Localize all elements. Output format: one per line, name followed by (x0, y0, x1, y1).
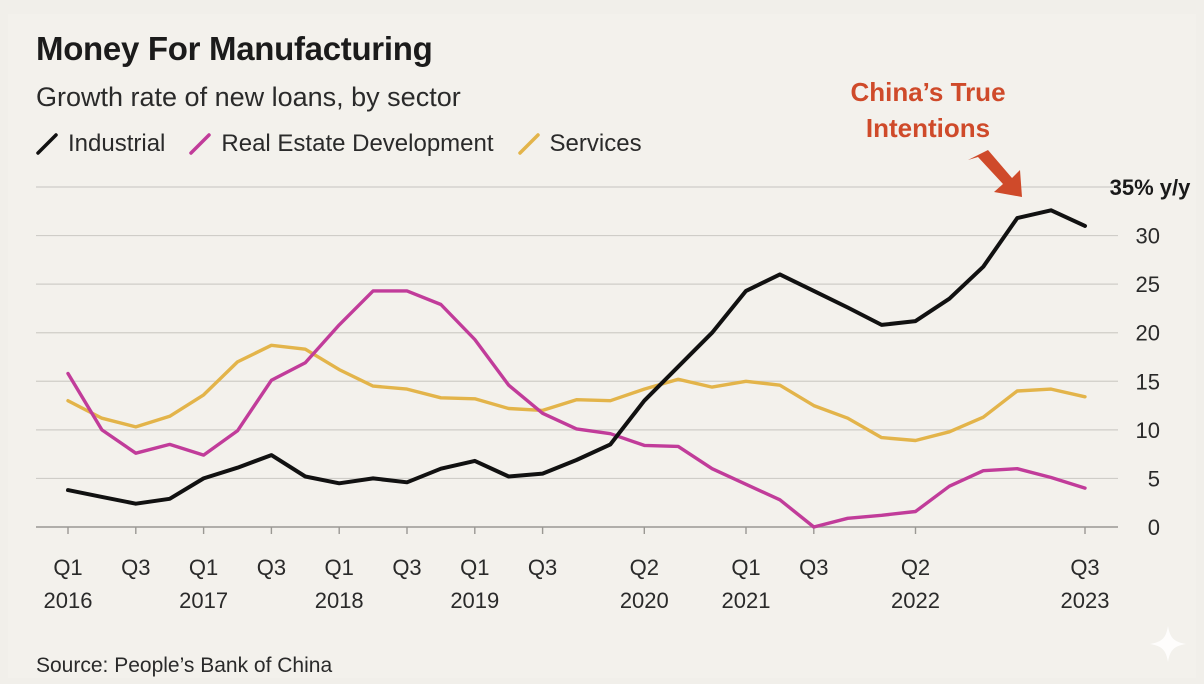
legend-swatch-services (517, 133, 540, 155)
legend-item-real-estate: Real Estate Development (189, 130, 494, 158)
chart-card (8, 14, 1196, 678)
x-tick-label-quarter: Q1 (460, 555, 489, 580)
series-line-services (66, 343, 1087, 443)
legend-swatch-real-estate (189, 133, 212, 155)
x-tick-label-year: 2017 (179, 588, 228, 613)
y-tick-label: 30 (1136, 224, 1160, 249)
y-tick-label: 10 (1136, 418, 1160, 443)
sparkle-icon (1150, 626, 1186, 662)
y-tick-label: 5 (1148, 466, 1160, 491)
source-note: Source: People’s Bank of China (36, 654, 333, 677)
x-tick-label-quarter: Q3 (799, 555, 828, 580)
x-tick-label-year: 2019 (450, 588, 499, 613)
grid-lines (36, 186, 1118, 528)
annotation-arrow-icon (968, 150, 1022, 197)
x-tick-label-quarter: Q3 (257, 555, 286, 580)
x-tick-label-year: 2018 (315, 588, 364, 613)
x-tick-label-year: 2020 (620, 588, 669, 613)
y-tick-label: 25 (1136, 272, 1160, 297)
x-tick-label-quarter: Q3 (528, 555, 557, 580)
x-tick-label-quarter: Q3 (121, 555, 150, 580)
legend-label-real-estate: Real Estate Development (221, 130, 494, 157)
x-tick-label-quarter: Q3 (1070, 555, 1099, 580)
chart-title: Money For Manufacturing (36, 30, 433, 67)
annotation-line-2: Intentions (865, 113, 991, 143)
chart-subtitle: Growth rate of new loans, by sector (36, 82, 461, 112)
x-tick-label-quarter: Q1 (53, 555, 82, 580)
legend-label-industrial: Industrial (68, 130, 166, 157)
y-unit-label: 35% y/y (1110, 175, 1191, 200)
annotation-line-1: China’s True (850, 77, 1006, 107)
x-tick-label-year: 2016 (44, 588, 93, 613)
legend-swatch-industrial (36, 133, 58, 155)
x-tick-label-quarter: Q1 (189, 555, 218, 580)
x-tick-label-year: 2023 (1061, 588, 1110, 613)
x-tick-label-quarter: Q1 (325, 555, 354, 580)
legend-item-services: Services (517, 130, 642, 158)
y-tick-label: 15 (1136, 369, 1160, 394)
legend-item-industrial: Industrial (36, 130, 165, 158)
x-tick-label-year: 2022 (891, 588, 940, 613)
y-axis-ticks: 35% y/y 0 5 10 15 20 25 30 (1110, 175, 1191, 540)
series-lines (66, 208, 1087, 529)
annotation-text: China’s True Intentions (820, 74, 1036, 146)
series-line-real-estate (66, 289, 1087, 529)
x-tick-label-quarter: Q2 (901, 555, 930, 580)
x-tick-label-year: 2021 (722, 588, 771, 613)
y-tick-label: 20 (1136, 321, 1160, 346)
x-tick-label-quarter: Q1 (731, 555, 760, 580)
legend-label-services: Services (549, 130, 642, 157)
x-tick-label-quarter: Q3 (392, 555, 421, 580)
legend: Industrial Real Estate Development Servi… (36, 130, 666, 158)
x-axis-ticks: Q1 2016 Q3 Q1 2017 Q3 Q1 2018 Q3 Q1 2019 Q3 Q2 2020 Q1… (44, 527, 1110, 613)
y-tick-label: 0 (1148, 515, 1160, 540)
series-line-industrial (66, 208, 1087, 506)
x-tick-label-quarter: Q2 (630, 555, 659, 580)
